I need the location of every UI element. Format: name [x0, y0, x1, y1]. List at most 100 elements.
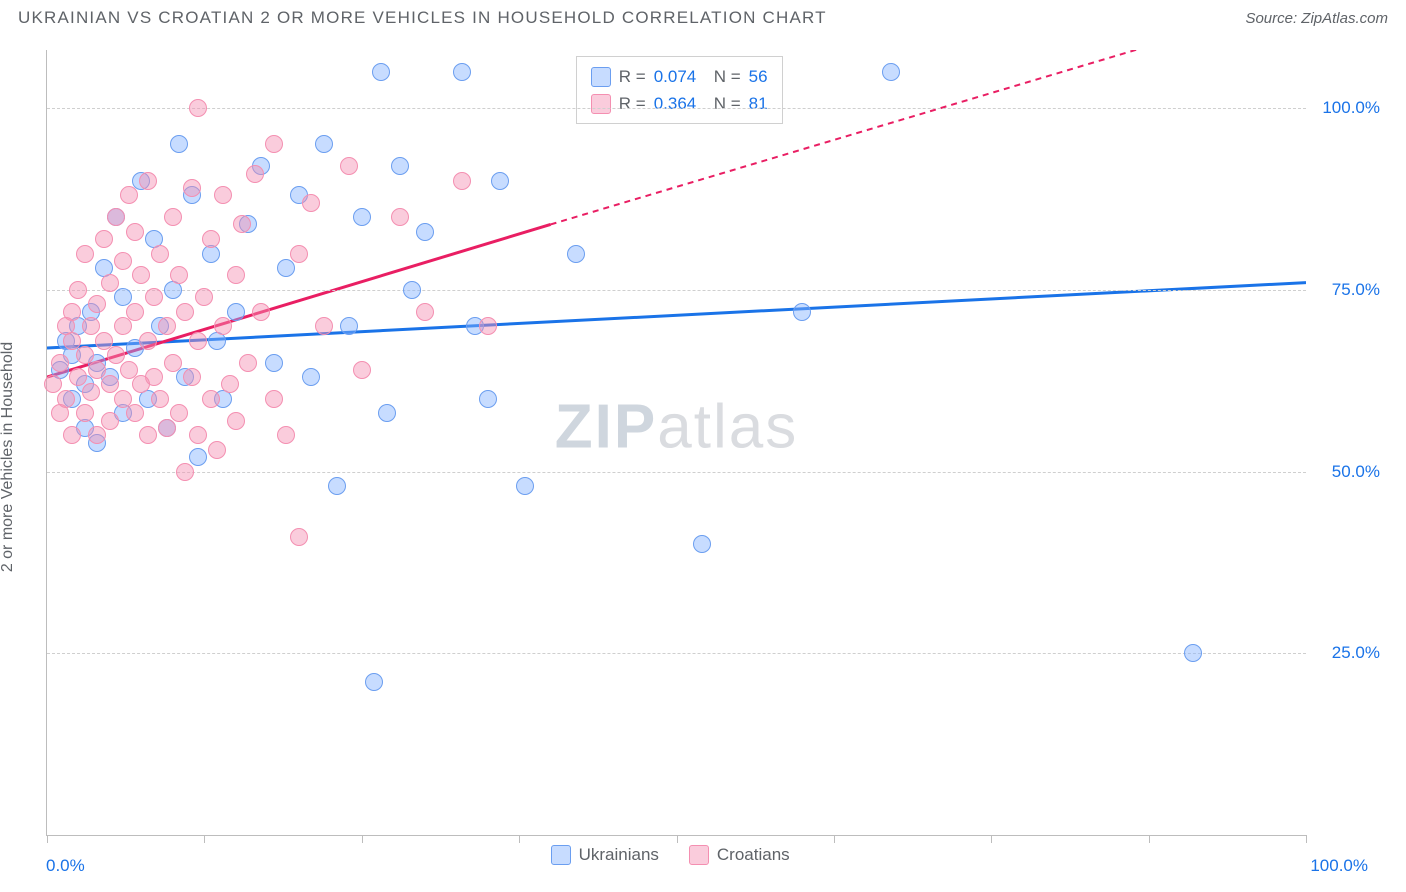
series-legend: Ukrainians Croatians [551, 845, 790, 865]
data-point [151, 245, 169, 263]
data-point [479, 317, 497, 335]
data-point [246, 165, 264, 183]
swatch-ukrainians [551, 845, 571, 865]
data-point [290, 245, 308, 263]
data-point [164, 354, 182, 372]
data-point [95, 230, 113, 248]
data-point [233, 215, 251, 233]
data-point [365, 673, 383, 691]
legend-row-croatians: R = 0.364 N = 81 [591, 90, 768, 117]
data-point [453, 63, 471, 81]
y-tick-label: 75.0% [1332, 280, 1380, 300]
data-point [391, 208, 409, 226]
data-point [145, 288, 163, 306]
data-point [567, 245, 585, 263]
data-point [416, 223, 434, 241]
data-point [208, 441, 226, 459]
data-point [302, 368, 320, 386]
gridline [47, 290, 1306, 291]
y-tick-label: 25.0% [1332, 643, 1380, 663]
data-point [227, 412, 245, 430]
data-point [340, 317, 358, 335]
data-point [491, 172, 509, 190]
data-point [353, 208, 371, 226]
data-point [126, 404, 144, 422]
data-point [328, 477, 346, 495]
correlation-legend: R = 0.074 N = 56 R = 0.364 N = 81 [576, 56, 783, 124]
x-tick [991, 835, 992, 843]
data-point [882, 63, 900, 81]
data-point [453, 172, 471, 190]
data-point [82, 383, 100, 401]
data-point [391, 157, 409, 175]
data-point [57, 390, 75, 408]
data-point [101, 412, 119, 430]
y-axis-label: 2 or more Vehicles in Household [0, 342, 17, 572]
data-point [189, 426, 207, 444]
data-point [88, 426, 106, 444]
data-point [88, 295, 106, 313]
data-point [315, 135, 333, 153]
x-tick [1149, 835, 1150, 843]
data-point [63, 426, 81, 444]
data-point [265, 390, 283, 408]
data-point [252, 303, 270, 321]
data-point [221, 375, 239, 393]
data-point [372, 63, 390, 81]
data-point [126, 303, 144, 321]
data-point [126, 223, 144, 241]
data-point [183, 179, 201, 197]
data-point [340, 157, 358, 175]
data-point [69, 281, 87, 299]
data-point [214, 186, 232, 204]
trend-lines [47, 50, 1306, 835]
x-tick [204, 835, 205, 843]
data-point [139, 332, 157, 350]
data-point [378, 404, 396, 422]
data-point [176, 463, 194, 481]
data-point [214, 317, 232, 335]
watermark: ZIPatlas [555, 391, 798, 462]
data-point [76, 245, 94, 263]
x-axis-max-label: 100.0% [1310, 856, 1368, 876]
y-tick-label: 100.0% [1322, 98, 1380, 118]
data-point [51, 354, 69, 372]
y-tick-label: 50.0% [1332, 462, 1380, 482]
data-point [76, 404, 94, 422]
data-point [227, 303, 245, 321]
x-tick [362, 835, 363, 843]
data-point [101, 274, 119, 292]
data-point [189, 332, 207, 350]
data-point [202, 230, 220, 248]
data-point [693, 535, 711, 553]
data-point [139, 426, 157, 444]
legend-row-ukrainians: R = 0.074 N = 56 [591, 63, 768, 90]
data-point [63, 303, 81, 321]
data-point [183, 368, 201, 386]
data-point [353, 361, 371, 379]
data-point [189, 99, 207, 117]
data-point [516, 477, 534, 495]
gridline [47, 108, 1306, 109]
data-point [139, 172, 157, 190]
data-point [170, 135, 188, 153]
data-point [120, 186, 138, 204]
x-tick [1306, 835, 1307, 843]
data-point [265, 354, 283, 372]
gridline [47, 653, 1306, 654]
x-tick [519, 835, 520, 843]
data-point [239, 354, 257, 372]
data-point [1184, 644, 1202, 662]
data-point [315, 317, 333, 335]
data-point [158, 317, 176, 335]
x-tick [47, 835, 48, 843]
data-point [479, 390, 497, 408]
x-tick [834, 835, 835, 843]
data-point [302, 194, 320, 212]
data-point [277, 259, 295, 277]
header: UKRAINIAN VS CROATIAN 2 OR MORE VEHICLES… [0, 0, 1406, 32]
data-point [793, 303, 811, 321]
plot-area: ZIPatlas R = 0.074 N = 56 R = 0.364 N = … [46, 50, 1306, 836]
data-point [265, 135, 283, 153]
data-point [145, 368, 163, 386]
